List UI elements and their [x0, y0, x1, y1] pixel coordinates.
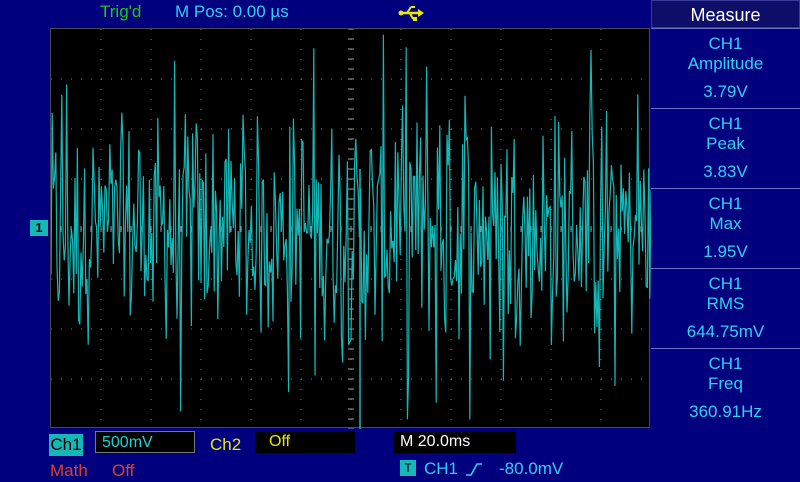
ch1-label[interactable]: Ch1	[49, 434, 83, 456]
math-state: Off	[112, 461, 135, 480]
ch2-label[interactable]: Ch2	[210, 435, 242, 454]
graticule	[51, 29, 651, 429]
measure-item-freq[interactable]: CH1 Freq 360.91Hz	[651, 348, 800, 427]
measure-channel: CH1	[708, 34, 743, 53]
measure-value: 3.83V	[703, 162, 748, 181]
ch1-waveform-trace	[51, 34, 651, 420]
measure-value: 644.75mV	[686, 322, 765, 341]
measure-channel: CH1	[708, 114, 743, 133]
measure-name: Max	[709, 214, 742, 233]
math-label[interactable]: Math	[50, 461, 88, 480]
waveform-display[interactable]	[50, 28, 651, 429]
trigger-status: Trig'd	[100, 2, 142, 21]
measure-item-max[interactable]: CH1 Max 1.95V	[651, 188, 800, 267]
measure-channel: CH1	[708, 194, 743, 213]
trigger-source: CH1	[424, 459, 459, 478]
measure-channel: CH1	[708, 354, 743, 373]
measure-panel: Measure CH1 Amplitude 3.79V CH1 Peak 3.8…	[651, 0, 800, 430]
usb-icon	[398, 3, 426, 23]
measure-name: Amplitude	[687, 54, 764, 73]
trigger-level: -80.0mV	[499, 459, 564, 478]
measure-value: 360.91Hz	[689, 402, 762, 421]
ch1-scale: 500mV	[95, 431, 195, 453]
measure-item-rms[interactable]: CH1 RMS 644.75mV	[651, 268, 800, 347]
measure-name: Peak	[706, 134, 745, 153]
ch1-ground-marker[interactable]: 1	[30, 220, 48, 236]
measure-name: RMS	[706, 294, 745, 313]
measure-item-peak[interactable]: CH1 Peak 3.83V	[651, 108, 800, 187]
ch2-scale: Off	[255, 431, 355, 453]
measure-value: 3.79V	[703, 82, 748, 101]
measure-value: 1.95V	[703, 242, 748, 261]
measure-channel: CH1	[708, 274, 743, 293]
trigger-badge: T	[400, 460, 416, 476]
measure-name: Freq	[708, 374, 743, 393]
main-position: M Pos: 0.00 µs	[175, 2, 289, 21]
timebase: M 20.0ms	[393, 431, 516, 453]
measure-title[interactable]: Measure	[651, 0, 800, 28]
rising-edge-icon	[465, 461, 483, 477]
measure-item-amplitude[interactable]: CH1 Amplitude 3.79V	[651, 28, 800, 107]
